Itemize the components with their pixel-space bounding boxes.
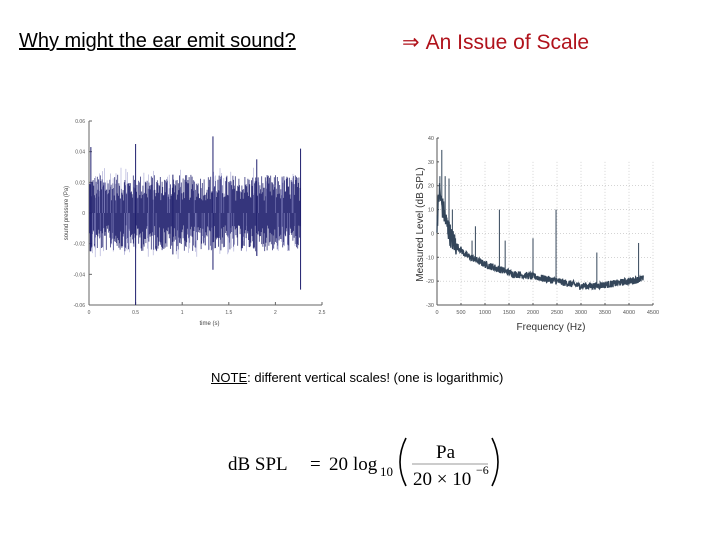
x-tick-label: 2500: [551, 310, 563, 316]
x-tick-label: 2.5: [319, 310, 326, 316]
x-tick-label: 3500: [599, 310, 611, 316]
y-tick-label: 0.02: [75, 180, 85, 186]
formula-log: log: [353, 454, 378, 475]
x-tick-label: 500: [456, 310, 465, 316]
x-tick-label: 0: [435, 310, 438, 316]
x-tick-label: 2: [274, 310, 277, 316]
y-tick-label: 10: [428, 208, 434, 214]
left-chart-axes: 0.060.040.020-0.02-0.04-0.060 0.5 1 1.5 2 2.5…: [64, 119, 326, 327]
y-tick-label: -10: [426, 255, 434, 261]
x-axis-label: time (s): [200, 321, 220, 327]
y-axis-label: sound pressure (Pa): [64, 186, 70, 240]
formula-numerator: Pa: [436, 442, 456, 463]
implies-arrow-icon: ⇒: [402, 31, 420, 54]
x-tick-label: 4500: [647, 310, 659, 316]
right-paren: [491, 437, 499, 487]
y-tick-label: 30: [428, 160, 434, 166]
y-tick-label: 0: [431, 231, 434, 237]
y-tick-label: 0.04: [75, 150, 85, 156]
x-tick-label: 1500: [503, 310, 515, 316]
y-tick-label: -20: [426, 279, 434, 285]
y-tick-label: -0.04: [74, 272, 86, 278]
x-tick-label: 2000: [527, 310, 539, 316]
note-text: : different vertical scales! (one is log…: [247, 370, 504, 385]
formula-denominator: 20 × 10: [413, 469, 471, 490]
slide-subtitle: ⇒ An Issue of Scale: [402, 30, 589, 55]
spectrum-line: [436, 183, 644, 291]
x-axis-label: Frequency (Hz): [517, 322, 586, 333]
subtitle-text: An Issue of Scale: [425, 31, 590, 54]
x-tick-label: 1.5: [225, 310, 232, 316]
y-tick-label: 0: [82, 211, 85, 217]
formula-log-base: 10: [380, 464, 393, 479]
formula-coeff: 20: [329, 454, 348, 475]
slide-title: Why might the ear emit sound?: [19, 30, 296, 52]
x-tick-label: 1000: [479, 310, 491, 316]
x-tick-label: 1: [181, 310, 184, 316]
y-tick-label: -0.06: [74, 303, 86, 309]
y-axis-label: Measured Level (dB SPL): [415, 167, 426, 282]
y-tick-label: 0.06: [75, 119, 85, 125]
x-tick-label: 0.5: [132, 310, 139, 316]
x-tick-label: 4000: [623, 310, 635, 316]
note-label: NOTE: [211, 370, 248, 385]
note: NOTE: different vertical scales! (one is…: [211, 370, 503, 385]
y-tick-label: -0.02: [74, 242, 86, 248]
y-tick-label: 20: [428, 184, 434, 190]
formula-equals: =: [310, 454, 321, 475]
x-tick-label: 3000: [575, 310, 587, 316]
y-tick-label: 40: [428, 136, 434, 142]
left-paren: [399, 437, 407, 487]
db-spl-formula: dB SPL = 20 log 10 Pa 20 × 10 −6: [228, 437, 499, 490]
y-tick-label: -30: [426, 303, 434, 309]
x-tick-label: 0: [88, 310, 91, 316]
formula-lhs: dB SPL: [228, 454, 288, 475]
formula-exponent: −6: [476, 463, 489, 477]
